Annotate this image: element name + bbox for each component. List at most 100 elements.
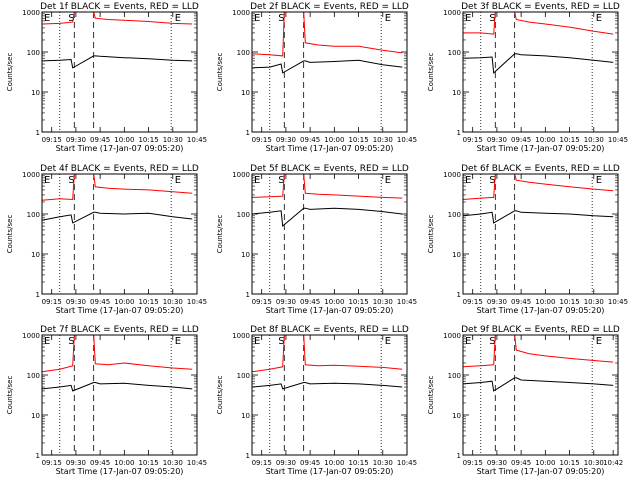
plot-frame	[462, 173, 619, 295]
interval-marker: E	[596, 13, 602, 24]
x-axis-label: Start Time (17-Jan-07 09:05:20)	[266, 306, 394, 315]
series-line-lld	[462, 173, 614, 200]
interval-marker: E	[44, 13, 50, 24]
x-tick-label: 10:30	[584, 136, 604, 144]
interval-marker: E	[465, 13, 471, 24]
panel-title: Det 9f BLACK = Events, RED = LLD	[461, 325, 620, 335]
plot-frame	[251, 11, 408, 133]
series-line-events	[462, 377, 614, 392]
x-tick-label: 10:00	[114, 459, 134, 467]
y-tick-label: 10	[31, 251, 40, 259]
y-tick-label: 1000	[443, 171, 461, 179]
x-axis-label: Start Time (17-Jan-07 09:05:20)	[477, 306, 605, 315]
plot-frame	[41, 334, 198, 456]
panel-title: Det 3f BLACK = Events, RED = LLD	[461, 2, 620, 12]
x-tick-label: 10:00	[324, 459, 344, 467]
series-line-lld	[41, 11, 193, 25]
x-tick-label: 10:15	[559, 298, 579, 306]
x-tick-label: 10:15	[559, 136, 579, 144]
y-tick-label: 10	[452, 251, 461, 259]
y-tick-label: 10	[452, 412, 461, 420]
y-tick-label: 1000	[22, 171, 40, 179]
x-tick-label: 10:00	[535, 298, 555, 306]
y-axis-label: Counts/sec	[6, 53, 14, 92]
interval-marker: E	[465, 336, 471, 347]
x-tick-label: 10:45	[397, 298, 417, 306]
y-tick-label: 10	[452, 89, 461, 97]
detector-panel-7: Det 7f BLACK = Events, RED = LLD Counts/s…	[6, 325, 207, 476]
y-axis-label: Counts/sec	[427, 376, 435, 415]
x-tick-label: 09:45	[511, 298, 531, 306]
y-tick-label: 1000	[232, 9, 250, 17]
y-tick-label: 1	[36, 452, 40, 460]
x-tick-label: 09:30	[66, 459, 86, 467]
interval-marker: E	[175, 175, 181, 186]
x-tick-label: 10:42	[603, 459, 623, 467]
plot-frame	[251, 334, 408, 456]
interval-marker: S	[68, 336, 74, 347]
x-axis-label: Start Time (17-Jan-07 09:05:20)	[266, 144, 394, 153]
series-line-events	[462, 210, 614, 224]
x-tick-label: 10:15	[348, 136, 368, 144]
interval-marker: E	[385, 336, 391, 347]
x-tick-label: 10:15	[138, 136, 158, 144]
x-tick-label: 10:15	[138, 298, 158, 306]
y-tick-label: 10	[241, 89, 250, 97]
x-tick-label: 09:15	[463, 298, 483, 306]
panel-title: Det 1f BLACK = Events, RED = LLD	[40, 2, 199, 12]
x-tick-label: 09:30	[276, 298, 296, 306]
y-tick-label: 1	[246, 129, 250, 137]
series-line-events	[41, 211, 193, 224]
y-tick-label: 1	[246, 291, 250, 299]
interval-marker: E	[175, 13, 181, 24]
x-tick-label: 10:00	[535, 459, 555, 467]
interval-marker: S	[68, 13, 74, 24]
detector-panel-9: Det 9f BLACK = Events, RED = LLD Counts/s…	[427, 325, 623, 476]
interval-marker: S	[68, 175, 74, 186]
x-tick-label: 09:45	[90, 298, 110, 306]
y-tick-label: 1	[457, 452, 461, 460]
x-tick-label: 09:45	[300, 136, 320, 144]
x-tick-label: 09:30	[487, 459, 507, 467]
detector-panel-2: Det 2f BLACK = Events, RED = LLD Counts/s…	[216, 2, 417, 153]
x-tick-label: 09:15	[42, 459, 62, 467]
x-tick-label: 10:00	[535, 136, 555, 144]
y-tick-label: 1000	[232, 332, 250, 340]
x-tick-label: 10:30	[584, 298, 604, 306]
y-axis-label: Counts/sec	[6, 376, 14, 415]
y-tick-label: 1	[36, 291, 40, 299]
x-tick-label: 10:15	[348, 459, 368, 467]
y-tick-label: 100	[448, 49, 461, 57]
x-tick-label: 09:15	[252, 459, 272, 467]
x-tick-label: 09:45	[300, 298, 320, 306]
plot-frame	[251, 173, 408, 295]
interval-marker: S	[278, 13, 284, 24]
x-tick-label: 10:00	[114, 136, 134, 144]
x-tick-label: 09:15	[252, 298, 272, 306]
y-tick-label: 1000	[22, 332, 40, 340]
series-line-lld	[462, 334, 614, 368]
plot-frame	[41, 11, 198, 133]
y-tick-label: 1000	[232, 171, 250, 179]
series-line-events	[41, 55, 193, 69]
panel-title: Det 8f BLACK = Events, RED = LLD	[250, 325, 409, 335]
x-tick-label: 10:15	[348, 298, 368, 306]
panel-title: Det 5f BLACK = Events, RED = LLD	[250, 164, 409, 174]
interval-marker: E	[175, 336, 181, 347]
y-tick-label: 100	[237, 211, 250, 219]
interval-marker: E	[44, 175, 50, 186]
x-tick-label: 10:30	[163, 298, 183, 306]
x-tick-label: 09:15	[463, 459, 483, 467]
x-tick-label: 10:45	[187, 298, 207, 306]
x-tick-label: 09:15	[42, 136, 62, 144]
x-tick-label: 10:45	[397, 136, 417, 144]
x-tick-label: 09:30	[487, 136, 507, 144]
series-line-lld	[463, 11, 614, 35]
x-tick-label: 09:30	[66, 298, 86, 306]
plot-frame	[462, 334, 619, 456]
series-line-lld	[251, 334, 403, 373]
x-tick-label: 09:15	[463, 136, 483, 144]
detector-panel-1: Det 1f BLACK = Events, RED = LLD Counts/s…	[6, 2, 207, 153]
y-tick-label: 1	[457, 129, 461, 137]
